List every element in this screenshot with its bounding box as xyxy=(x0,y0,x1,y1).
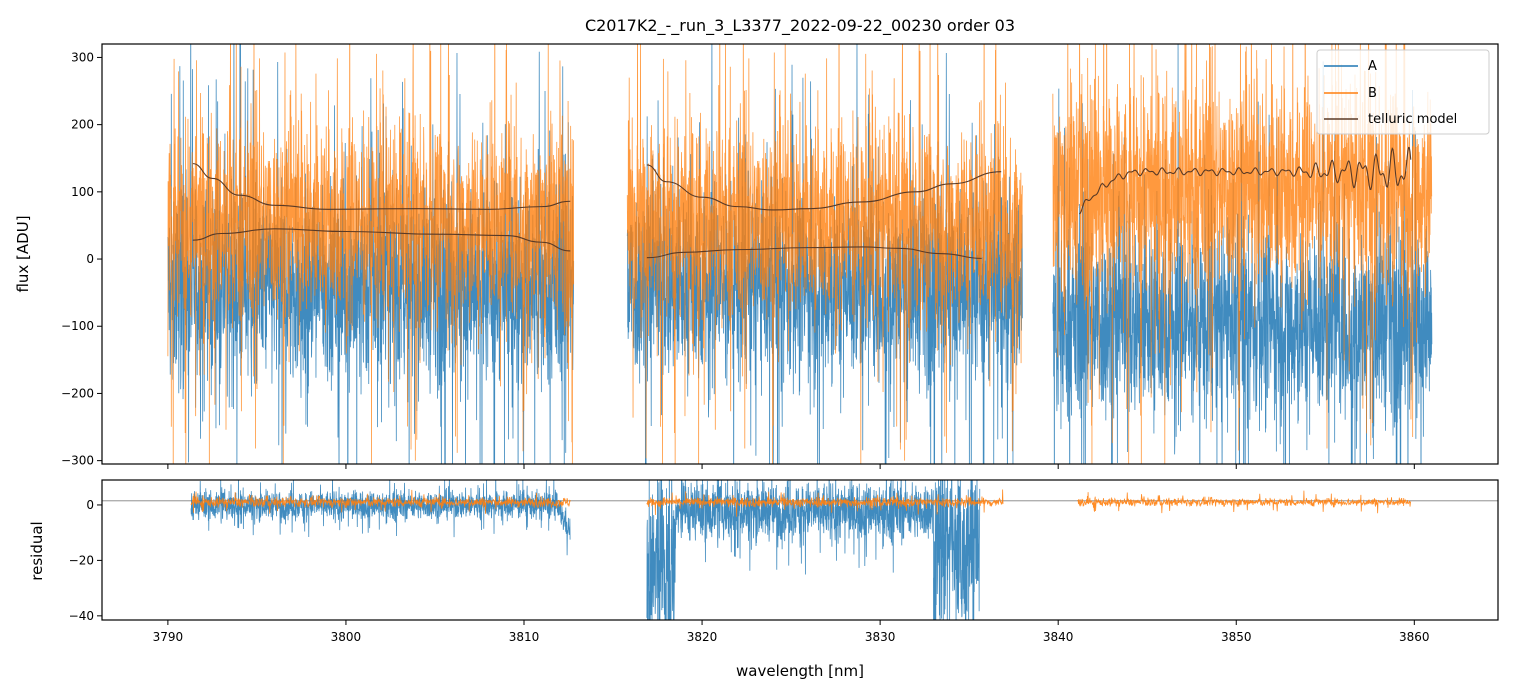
bottom-y-axis: 0 −20 −40 xyxy=(69,498,102,623)
top-panel: 300 200 100 0 −100 −200 −300 flux [ADU] xyxy=(14,43,1499,469)
x-tick-label: 3830 xyxy=(865,630,896,644)
bottom-y-tick-label: −40 xyxy=(69,609,94,623)
top-y-axis: 300 200 100 0 −100 −200 −300 xyxy=(61,50,102,468)
spectrum-a-segment xyxy=(1052,44,1433,464)
telluric-model-curves xyxy=(192,146,1412,259)
legend-label-a: A xyxy=(1368,59,1377,74)
legend: A B telluric model xyxy=(1316,49,1490,135)
x-tick-label: 3850 xyxy=(1221,630,1252,644)
x-tick-label: 3790 xyxy=(153,630,184,644)
x-tick-label: 3840 xyxy=(1043,630,1074,644)
bottom-y-tick-label: −20 xyxy=(69,553,94,567)
top-series-b xyxy=(167,44,1433,464)
chart-title: C2017K2_-_run_3_L3377_2022-09-22_00230 o… xyxy=(585,16,1015,36)
x-tick-label: 3820 xyxy=(687,630,718,644)
x-axis-label: wavelength [nm] xyxy=(736,662,864,680)
top-y-tick-label: −200 xyxy=(61,386,94,400)
residual-series-b xyxy=(190,489,1412,517)
residual-b-segment xyxy=(1077,490,1412,514)
bottom-y-axis-label: residual xyxy=(28,521,46,580)
residual-b-segment xyxy=(646,489,1004,517)
top-y-axis-label: flux [ADU] xyxy=(14,215,32,292)
spectrum-b-segment xyxy=(1052,44,1433,464)
legend-label-b: B xyxy=(1368,86,1377,101)
residual-b-segment xyxy=(190,489,571,514)
bottom-y-tick-label: 0 xyxy=(86,498,94,512)
telluric-curve-seg1-upper xyxy=(192,163,571,210)
bottom-panel-frame xyxy=(101,479,1499,621)
x-tick-label: 3810 xyxy=(509,630,540,644)
top-y-tick-label: 0 xyxy=(86,252,94,266)
top-y-tick-label: 200 xyxy=(71,118,94,132)
residual-a-segment xyxy=(190,480,571,556)
spectrum-b-segment xyxy=(167,44,575,464)
top-y-tick-label: 100 xyxy=(71,185,94,199)
top-y-tick-label: 300 xyxy=(71,50,94,64)
spectrum-b-segment xyxy=(626,44,1023,464)
legend-label-telluric: telluric model xyxy=(1368,112,1457,127)
telluric-curve-seg3 xyxy=(1079,146,1412,215)
residual-a-segment xyxy=(646,480,981,620)
bottom-panel: 0 −20 −40 3790 3800 3810 3820 3830 3840 3850 3860… xyxy=(28,479,1499,680)
telluric-curve-seg2-upper xyxy=(646,164,1002,211)
top-panel-frame xyxy=(101,43,1499,465)
residual-series-a xyxy=(190,480,981,620)
x-tick-label: 3800 xyxy=(331,630,362,644)
x-tick-label: 3860 xyxy=(1399,630,1430,644)
top-x-ticks xyxy=(167,464,1415,469)
telluric-curve-seg1-lower xyxy=(192,228,571,252)
top-y-tick-label: −300 xyxy=(61,454,94,468)
legend-box xyxy=(1316,49,1490,135)
top-y-tick-label: −100 xyxy=(61,319,94,333)
x-axis: 3790 3800 3810 3820 3830 3840 3850 3860 xyxy=(153,620,1430,644)
telluric-curve-seg2-lower xyxy=(646,246,982,259)
